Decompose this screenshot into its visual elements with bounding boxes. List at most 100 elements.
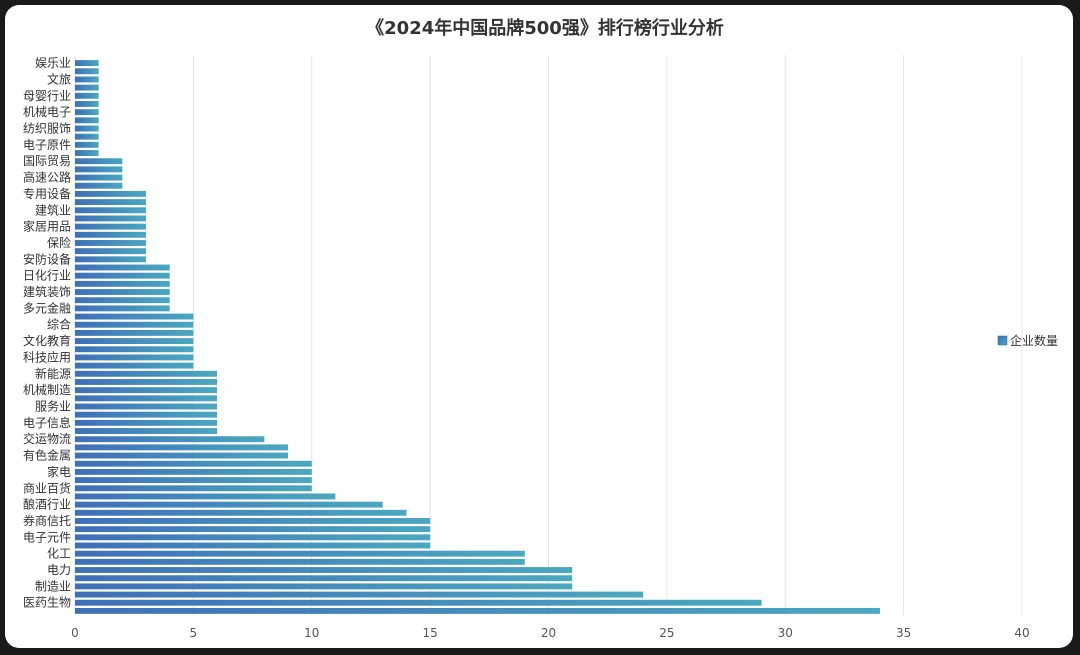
category-label: 文化教育 xyxy=(23,333,71,348)
category-label: 有色金属 xyxy=(23,448,71,463)
bar xyxy=(75,534,431,541)
category-label: 保险 xyxy=(47,235,71,250)
bar xyxy=(75,370,218,377)
grid-layer xyxy=(74,55,1023,615)
bar xyxy=(75,452,289,459)
bar xyxy=(75,248,147,255)
bar xyxy=(75,526,431,533)
category-label: 家居用品 xyxy=(23,219,71,234)
category-label: 商业百货 xyxy=(23,480,71,495)
bar xyxy=(75,256,147,263)
category-label: 娱乐业 xyxy=(35,56,71,70)
legend-label: 企业数量 xyxy=(1010,333,1058,348)
category-label: 电子元件 xyxy=(23,530,71,544)
bar xyxy=(75,591,644,598)
category-labels: 娱乐业文旅母婴行业机械电子纺织服饰电子原件国际贸易高速公路专用设备建筑业家居用品… xyxy=(23,56,71,610)
bar-layer xyxy=(75,60,880,614)
bar xyxy=(75,567,573,573)
bar xyxy=(75,518,431,524)
bar xyxy=(75,125,99,132)
category-label: 综合 xyxy=(47,317,71,332)
bar xyxy=(75,150,99,156)
bar xyxy=(75,501,383,508)
legend: 企业数量 xyxy=(997,333,1058,348)
legend-swatch xyxy=(997,335,1008,346)
bar xyxy=(75,264,170,271)
bar xyxy=(75,289,170,295)
bar xyxy=(75,109,99,116)
category-label: 日化行业 xyxy=(23,269,71,283)
category-label: 电子原件 xyxy=(23,138,71,152)
x-tick-label: 5 xyxy=(190,626,198,640)
category-label: 母婴行业 xyxy=(23,89,71,103)
bar xyxy=(75,411,218,418)
bar xyxy=(75,101,99,107)
bar xyxy=(75,92,99,99)
bar xyxy=(75,166,123,173)
bar xyxy=(75,84,99,91)
category-label: 交运物流 xyxy=(23,431,71,446)
bar xyxy=(75,231,147,238)
bar xyxy=(75,436,265,443)
category-label: 电力 xyxy=(47,563,71,577)
chart-frame: 《2024年中国品牌500强》排行榜行业分析 娱乐业 文旅 母婴行业 机械电子 纺织服饰… xyxy=(5,5,1073,648)
category-label: 专用设备 xyxy=(23,186,71,201)
category-label: 建筑业 xyxy=(35,202,71,217)
bar xyxy=(75,60,99,67)
bar xyxy=(75,338,194,345)
category-label: 建筑装饰 xyxy=(23,284,71,299)
bar xyxy=(75,493,336,500)
bar xyxy=(75,387,218,394)
category-label: 文旅 xyxy=(47,71,71,86)
bar xyxy=(75,550,525,557)
category-label: 国际贸易 xyxy=(23,154,71,168)
category-label: 酿酒行业 xyxy=(23,497,71,512)
bar xyxy=(75,240,147,246)
bar xyxy=(75,362,194,369)
category-label: 家电 xyxy=(47,464,71,479)
bar xyxy=(75,141,99,148)
x-tick-label: 15 xyxy=(422,626,437,640)
x-tick-label: 40 xyxy=(1014,626,1029,640)
bar xyxy=(75,117,99,124)
chart-title: 《2024年中国品牌500强》排行榜行业分析 xyxy=(366,17,724,39)
bar xyxy=(75,607,880,614)
bar xyxy=(75,190,147,197)
bar xyxy=(75,542,431,549)
bar xyxy=(75,583,573,590)
bar xyxy=(75,305,170,312)
x-tick-label: 0 xyxy=(71,626,79,640)
bar xyxy=(75,444,289,451)
x-tick-label: 30 xyxy=(778,626,793,640)
bar xyxy=(75,280,170,287)
category-label: 高速公路 xyxy=(23,170,71,185)
bar xyxy=(75,182,123,189)
bar xyxy=(75,313,194,320)
bar xyxy=(75,174,123,181)
category-label: 安防设备 xyxy=(23,251,71,266)
category-label: 机械电子 xyxy=(23,104,71,119)
bar xyxy=(75,419,218,426)
bar xyxy=(75,485,312,492)
bar xyxy=(75,354,194,361)
category-label: 医药生物 xyxy=(23,596,71,610)
bar xyxy=(75,477,312,484)
bar xyxy=(75,509,407,516)
bar xyxy=(75,223,147,230)
bar xyxy=(75,346,194,353)
x-tick-label: 35 xyxy=(896,626,911,640)
bar xyxy=(75,207,147,214)
x-tick-label: 20 xyxy=(541,626,556,640)
x-tick-label: 25 xyxy=(659,626,674,640)
bar xyxy=(75,76,99,83)
bar xyxy=(75,215,147,222)
bar xyxy=(75,321,194,328)
bar xyxy=(75,68,99,75)
bar xyxy=(75,379,218,385)
bar xyxy=(75,460,312,467)
category-label: 服务业 xyxy=(35,399,71,414)
chart-svg: 《2024年中国品牌500强》排行榜行业分析 娱乐业文旅母婴行业机械电子纺织服饰… xyxy=(23,17,1058,640)
category-label: 券商信托 xyxy=(23,513,71,528)
bar xyxy=(75,575,573,582)
bar xyxy=(75,403,218,410)
